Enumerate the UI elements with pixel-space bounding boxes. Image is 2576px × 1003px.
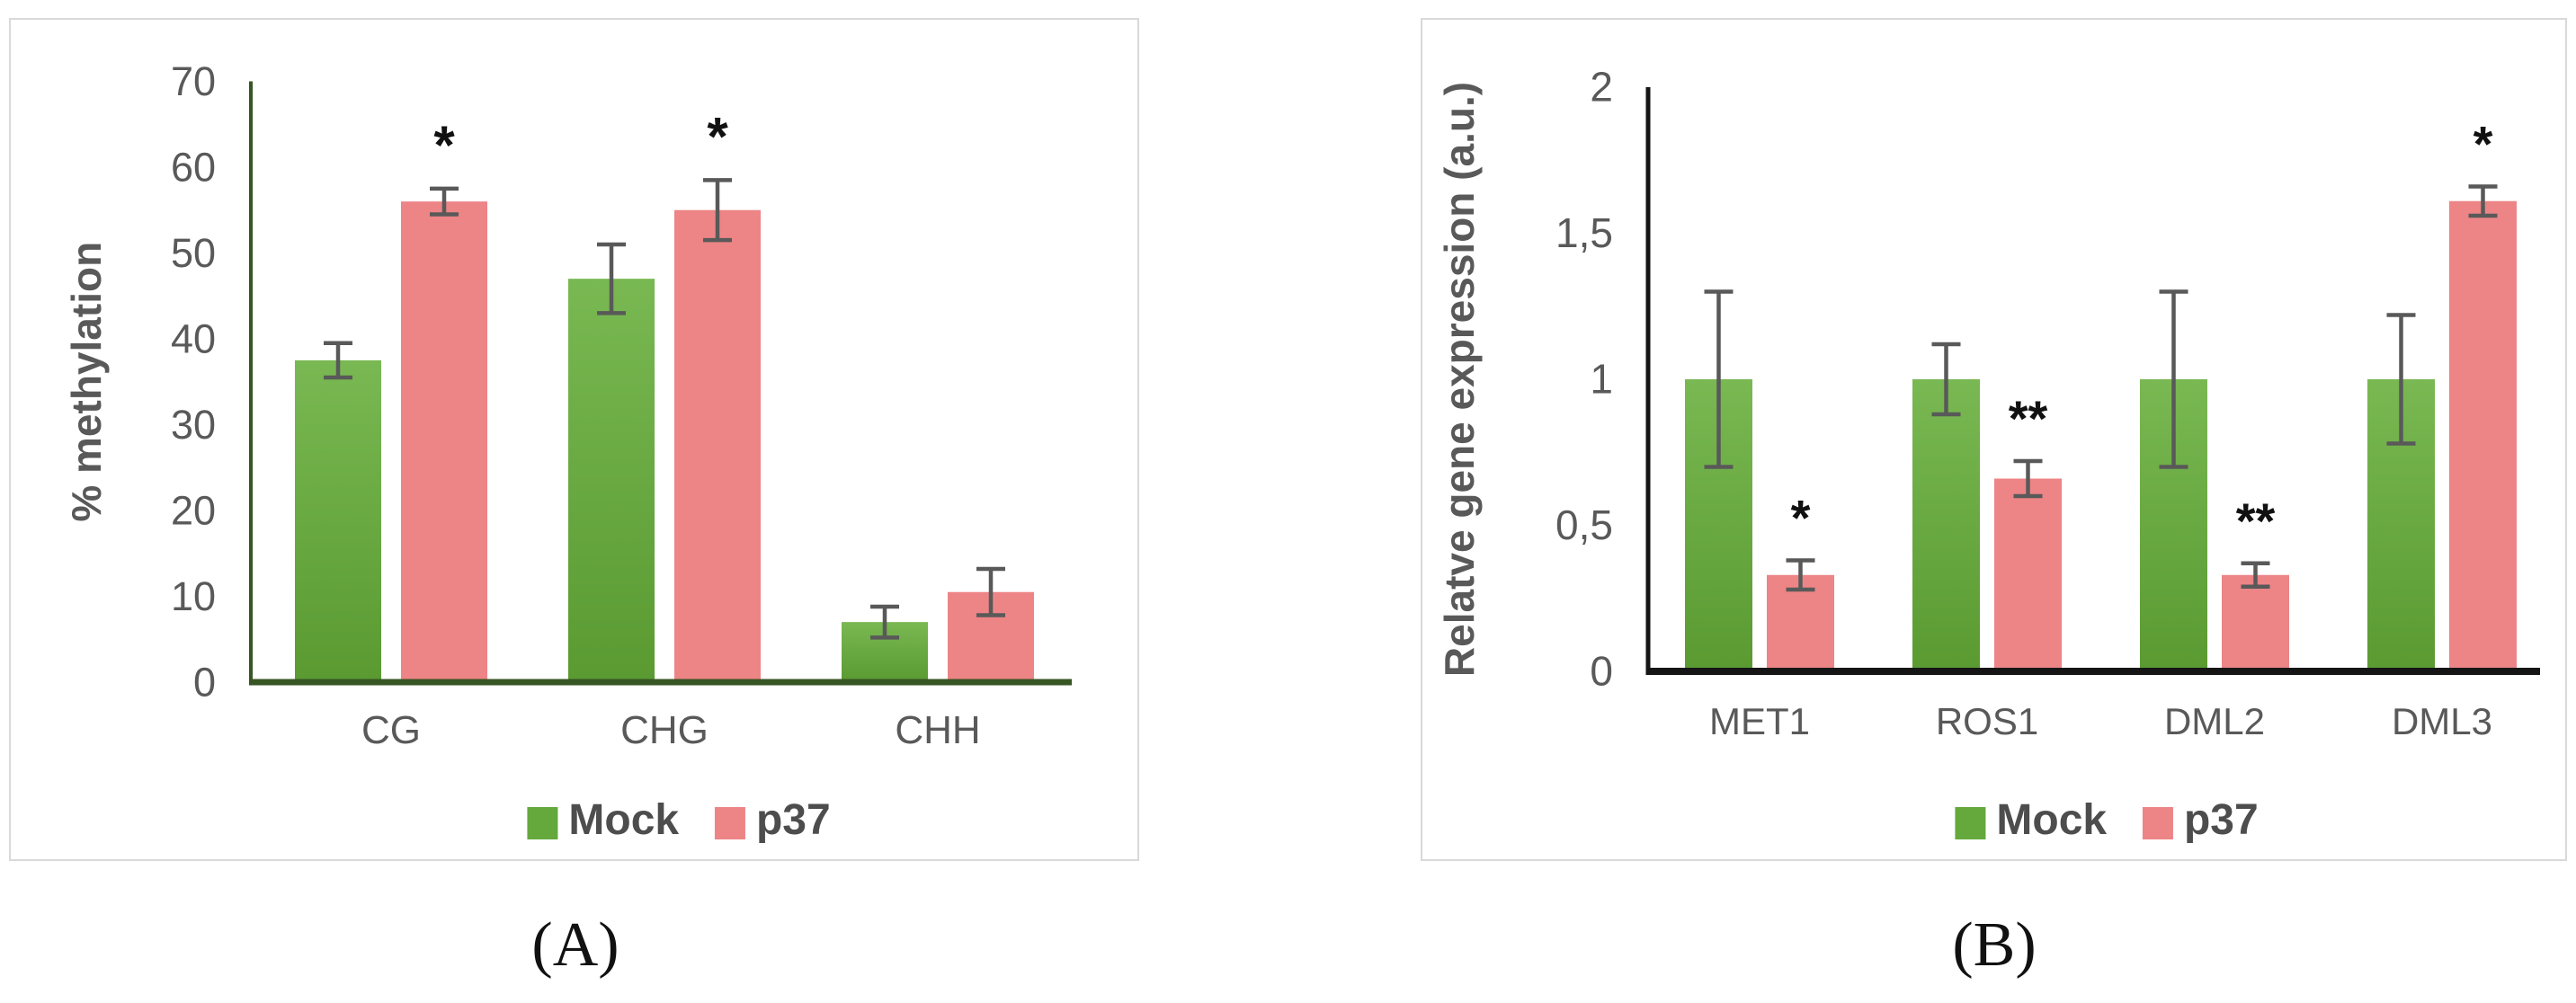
y-tick-label-2: 2 xyxy=(1590,64,1613,111)
y-tick-label-10: 10 xyxy=(171,573,216,619)
error-bar-p37-dml3 xyxy=(2468,184,2498,218)
bar-mock-chg xyxy=(568,279,655,682)
y-tick-label-0,5: 0,5 xyxy=(1555,502,1613,548)
error-bar-p37-chh xyxy=(976,566,1005,617)
bar-mock-cg xyxy=(295,359,381,682)
y-tick-label-0: 0 xyxy=(193,659,216,705)
bar-mock-ros1 xyxy=(1912,379,1980,671)
significance-p37-chg: * xyxy=(707,106,728,166)
error-bar-p37-chg xyxy=(703,178,732,243)
bar-p37-dml3 xyxy=(2449,200,2517,671)
y-tick-label-20: 20 xyxy=(171,487,216,533)
bar-p37-cg xyxy=(401,201,487,682)
category-label-dml2: DML2 xyxy=(2164,700,2265,742)
y-axis-title: Relatve gene expression (a.u.) xyxy=(1436,82,1483,677)
error-bar-mock-chh xyxy=(870,604,899,640)
significance-p37-dml2: ** xyxy=(2236,493,2276,549)
bar-p37-dml2 xyxy=(2222,574,2289,671)
legend-label-mock: Mock xyxy=(1996,796,2107,844)
error-bar-p37-dml2 xyxy=(2241,561,2270,589)
legend-swatch-p37 xyxy=(2142,807,2173,839)
chart-b-svg: * MET1 ** ROS1 ** DML2 * DML3 0 0,5 1 1,5 2 Relatve g… xyxy=(1436,64,2540,844)
bar-p37-ros1 xyxy=(1994,478,2062,671)
y-tick-label-0: 0 xyxy=(1590,648,1613,695)
significance-p37-ros1: ** xyxy=(2009,390,2048,447)
error-bar-mock-dml3 xyxy=(2386,313,2416,446)
y-axis-title: % methylation xyxy=(63,242,110,522)
error-bar-mock-ros1 xyxy=(1931,342,1961,417)
category-label-chg: CHG xyxy=(620,708,709,752)
panel-a-methylation-chart: * CG * CHG CHH 0 10 20 30 40 50 60 70 % methylation Mo… xyxy=(9,18,1139,861)
error-bar-p37-met1 xyxy=(1786,558,1815,592)
error-bar-p37-cg xyxy=(430,186,459,217)
caption-panel-a: (A) xyxy=(531,910,619,980)
legend-label-mock: Mock xyxy=(568,796,679,844)
significance-p37-met1: * xyxy=(1791,490,1811,546)
significance-p37-dml3: * xyxy=(2473,116,2493,173)
y-tick-label-70: 70 xyxy=(171,58,216,104)
error-bar-mock-dml2 xyxy=(2159,289,2188,469)
category-label-chh: CHH xyxy=(895,708,980,752)
y-tick-label-40: 40 xyxy=(171,315,216,361)
legend-swatch-p37 xyxy=(714,807,745,839)
y-tick-label-60: 60 xyxy=(171,144,216,190)
legend-swatch-mock xyxy=(527,807,558,839)
significance-p37-cg: * xyxy=(433,115,455,175)
legend-swatch-mock xyxy=(1955,807,1986,839)
y-tick-label-1: 1 xyxy=(1590,356,1613,403)
error-bar-mock-met1 xyxy=(1704,289,1734,469)
bar-p37-chg xyxy=(674,209,761,682)
category-label-met1: MET1 xyxy=(1709,700,1810,742)
caption-panel-b: (B) xyxy=(1952,910,2037,980)
legend-label-p37: p37 xyxy=(756,796,831,844)
y-tick-label-1,5: 1,5 xyxy=(1555,209,1613,256)
category-label-dml3: DML3 xyxy=(2392,700,2492,742)
error-bar-p37-ros1 xyxy=(2013,458,2043,499)
chart-a-svg: * CG * CHG CHH 0 10 20 30 40 50 60 70 % methylation Mo… xyxy=(63,58,1072,844)
legend-label-p37: p37 xyxy=(2184,796,2259,844)
error-bar-mock-cg xyxy=(324,341,352,380)
y-tick-label-50: 50 xyxy=(171,230,216,276)
panel-b-gene-expression-chart: * MET1 ** ROS1 ** DML2 * DML3 0 0,5 1 1,5 2 Relatve g… xyxy=(1421,18,2567,861)
category-label-cg: CG xyxy=(361,708,421,752)
y-tick-label-30: 30 xyxy=(171,402,216,448)
error-bar-mock-chg xyxy=(597,242,626,315)
category-label-ros1: ROS1 xyxy=(1936,700,2038,742)
